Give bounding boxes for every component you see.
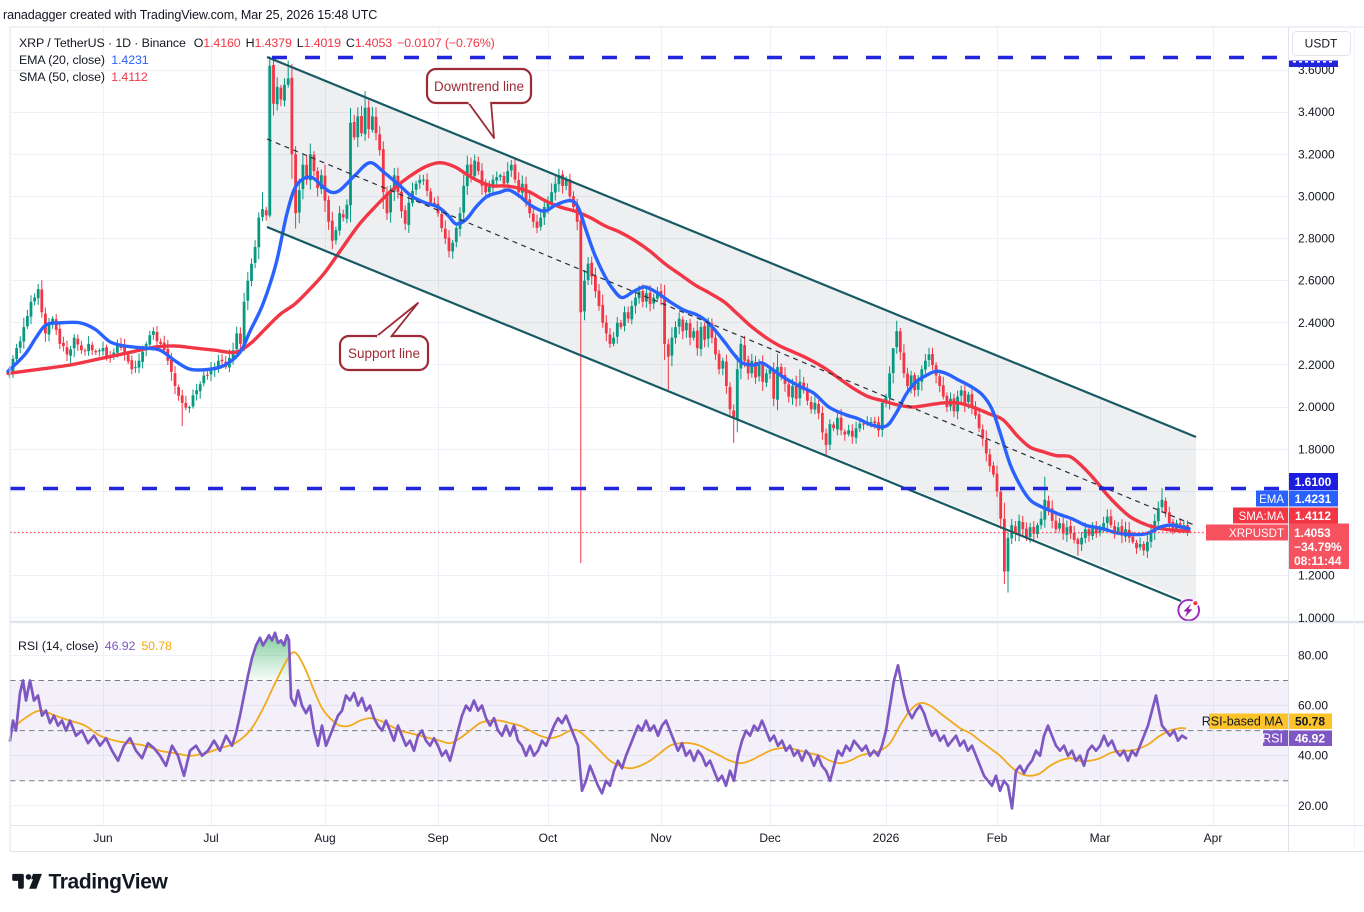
svg-text:1.4053: 1.4053 — [1294, 526, 1331, 540]
svg-text:1.0000: 1.0000 — [1298, 611, 1335, 625]
svg-text:60.00: 60.00 — [1298, 699, 1328, 713]
svg-text:−34.79%: −34.79% — [1294, 540, 1342, 554]
svg-text:1.4112: 1.4112 — [1295, 509, 1331, 523]
svg-text:1.6100: 1.6100 — [1295, 475, 1332, 489]
svg-text:1.4231: 1.4231 — [1295, 492, 1332, 506]
svg-text:3.0000: 3.0000 — [1298, 189, 1335, 203]
svg-text:1.2000: 1.2000 — [1298, 569, 1335, 583]
svg-text:EMA (20, close) 1.4231: EMA (20, close) 1.4231 — [19, 53, 149, 67]
svg-text:1.8000: 1.8000 — [1298, 442, 1335, 456]
svg-text:ranadagger created with Tradin: ranadagger created with TradingView.com,… — [3, 8, 377, 22]
svg-text:3.2000: 3.2000 — [1298, 147, 1335, 161]
svg-text:Dec: Dec — [759, 831, 780, 845]
svg-text:2.8000: 2.8000 — [1298, 232, 1335, 246]
svg-text:EMA: EMA — [1259, 494, 1284, 506]
svg-text:RSI: RSI — [1262, 732, 1283, 746]
svg-text:TradingView: TradingView — [49, 871, 169, 894]
svg-text:Support line: Support line — [348, 346, 420, 361]
svg-text:46.92: 46.92 — [1295, 732, 1325, 746]
svg-text:20.00: 20.00 — [1298, 799, 1328, 813]
svg-text:SMA (50, close) 1.4112: SMA (50, close) 1.4112 — [19, 70, 148, 84]
svg-text:Oct: Oct — [539, 831, 558, 845]
svg-text:Jun: Jun — [93, 831, 112, 845]
svg-text:2026: 2026 — [873, 831, 900, 845]
svg-text:2.6000: 2.6000 — [1298, 274, 1335, 288]
svg-text:08:11:44: 08:11:44 — [1294, 554, 1342, 568]
svg-text:Apr: Apr — [1204, 831, 1223, 845]
svg-text:3.4000: 3.4000 — [1298, 105, 1335, 119]
svg-text:Feb: Feb — [987, 831, 1008, 845]
svg-text:2.4000: 2.4000 — [1298, 316, 1335, 330]
svg-text:2.0000: 2.0000 — [1298, 400, 1335, 414]
svg-text:40.00: 40.00 — [1298, 749, 1328, 763]
svg-text:80.00: 80.00 — [1298, 648, 1328, 662]
svg-text:Jul: Jul — [203, 831, 218, 845]
svg-text:RSI-based MA: RSI-based MA — [1202, 715, 1284, 729]
svg-text:Mar: Mar — [1090, 831, 1111, 845]
svg-text:SMA:MA: SMA:MA — [1239, 511, 1285, 523]
svg-text:Downtrend line: Downtrend line — [434, 79, 524, 94]
svg-text:XRPUSDT: XRPUSDT — [1229, 528, 1284, 540]
svg-text:2.2000: 2.2000 — [1298, 358, 1335, 372]
svg-text:50.78: 50.78 — [1295, 715, 1325, 729]
svg-text:Nov: Nov — [650, 831, 671, 845]
svg-text:Sep: Sep — [427, 831, 449, 845]
svg-text:USDT: USDT — [1305, 37, 1338, 51]
svg-text:Aug: Aug — [314, 831, 335, 845]
